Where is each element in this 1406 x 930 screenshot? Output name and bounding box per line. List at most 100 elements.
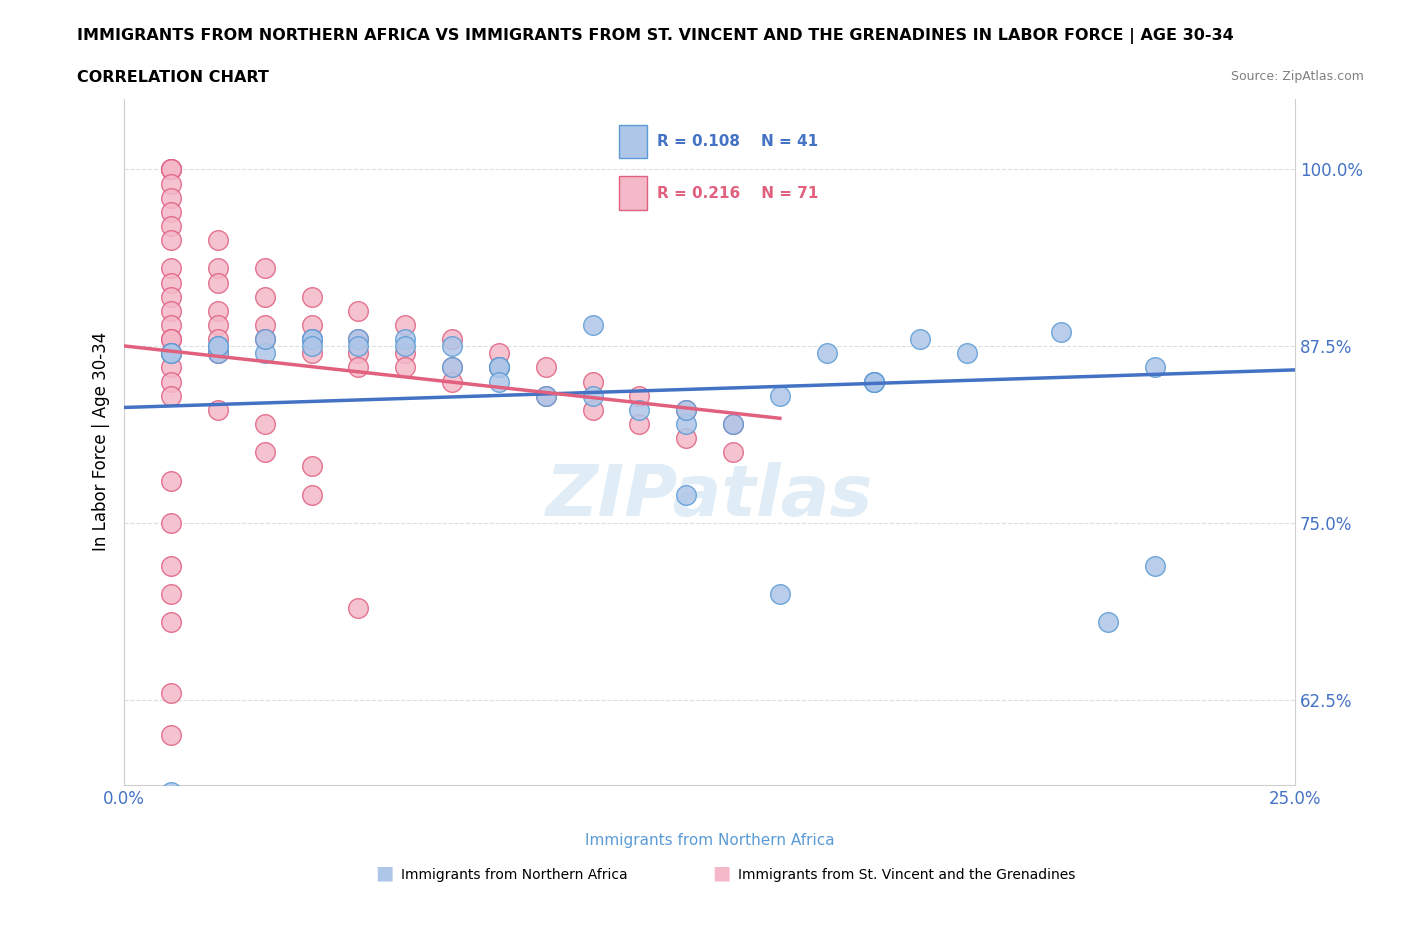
Point	[207, 232, 229, 247]
Point	[160, 685, 183, 700]
Point	[160, 303, 183, 318]
Point	[160, 374, 183, 389]
Point	[441, 360, 464, 375]
Point	[1050, 325, 1073, 339]
Point	[160, 317, 183, 332]
Point	[488, 360, 510, 375]
Point	[815, 346, 838, 361]
Point	[207, 346, 229, 361]
Point	[301, 346, 323, 361]
Point	[347, 339, 370, 353]
Point	[160, 515, 183, 530]
Point	[160, 558, 183, 573]
Text: R = 0.108    N = 41: R = 0.108 N = 41	[658, 134, 818, 149]
Point	[347, 601, 370, 616]
Point	[160, 205, 183, 219]
Point	[207, 303, 229, 318]
Point	[253, 261, 276, 276]
Point	[534, 360, 557, 375]
Point	[581, 374, 603, 389]
Point	[1097, 615, 1119, 630]
Point	[581, 403, 603, 418]
Point	[347, 332, 370, 347]
Point	[441, 360, 464, 375]
Point	[910, 332, 932, 347]
Point	[301, 317, 323, 332]
Point	[628, 389, 651, 404]
Point	[1143, 558, 1166, 573]
Point	[160, 332, 183, 347]
Point	[253, 346, 276, 361]
Point	[534, 389, 557, 404]
Text: ZIPatlas: ZIPatlas	[546, 462, 873, 531]
Point	[441, 339, 464, 353]
Point	[675, 417, 697, 432]
Point	[160, 389, 183, 404]
Point	[301, 339, 323, 353]
Point	[207, 339, 229, 353]
Text: ■: ■	[375, 864, 394, 883]
Point	[441, 374, 464, 389]
Point	[160, 586, 183, 601]
Point	[160, 162, 183, 177]
Point	[160, 191, 183, 206]
Point	[347, 303, 370, 318]
Point	[160, 615, 183, 630]
Y-axis label: In Labor Force | Age 30-34: In Labor Force | Age 30-34	[93, 332, 110, 551]
Point	[347, 360, 370, 375]
Point	[301, 459, 323, 474]
Point	[347, 346, 370, 361]
Point	[160, 261, 183, 276]
Text: Immigrants from Northern Africa: Immigrants from Northern Africa	[401, 868, 627, 882]
Point	[160, 332, 183, 347]
Point	[160, 346, 183, 361]
Point	[301, 332, 323, 347]
Text: CORRELATION CHART: CORRELATION CHART	[77, 70, 269, 85]
Point	[628, 417, 651, 432]
Point	[394, 332, 416, 347]
Point	[721, 417, 744, 432]
Point	[394, 339, 416, 353]
Point	[488, 346, 510, 361]
Point	[534, 389, 557, 404]
Point	[160, 289, 183, 304]
Point	[441, 332, 464, 347]
Point	[675, 487, 697, 502]
Point	[160, 275, 183, 290]
Point	[160, 232, 183, 247]
Point	[488, 360, 510, 375]
Point	[160, 162, 183, 177]
Point	[160, 176, 183, 191]
Point	[675, 431, 697, 445]
Point	[207, 339, 229, 353]
Point	[301, 289, 323, 304]
Point	[207, 317, 229, 332]
Point	[160, 346, 183, 361]
Text: Immigrants from Northern Africa: Immigrants from Northern Africa	[585, 832, 834, 848]
Point	[347, 332, 370, 347]
Point	[160, 360, 183, 375]
Point	[394, 360, 416, 375]
Point	[628, 403, 651, 418]
Point	[1143, 360, 1166, 375]
Point	[207, 332, 229, 347]
Point	[160, 784, 183, 799]
Point	[862, 374, 884, 389]
Point	[253, 445, 276, 459]
Point	[160, 728, 183, 743]
Point	[394, 317, 416, 332]
Point	[160, 346, 183, 361]
Point	[301, 332, 323, 347]
Point	[160, 346, 183, 361]
Point	[253, 417, 276, 432]
Point	[301, 332, 323, 347]
Point	[675, 403, 697, 418]
Point	[207, 403, 229, 418]
Point	[862, 374, 884, 389]
Text: Immigrants from St. Vincent and the Grenadines: Immigrants from St. Vincent and the Gren…	[738, 868, 1076, 882]
Text: Source: ZipAtlas.com: Source: ZipAtlas.com	[1230, 70, 1364, 83]
Bar	[619, 177, 647, 210]
Point	[488, 360, 510, 375]
Bar	[619, 125, 647, 158]
Point	[581, 317, 603, 332]
